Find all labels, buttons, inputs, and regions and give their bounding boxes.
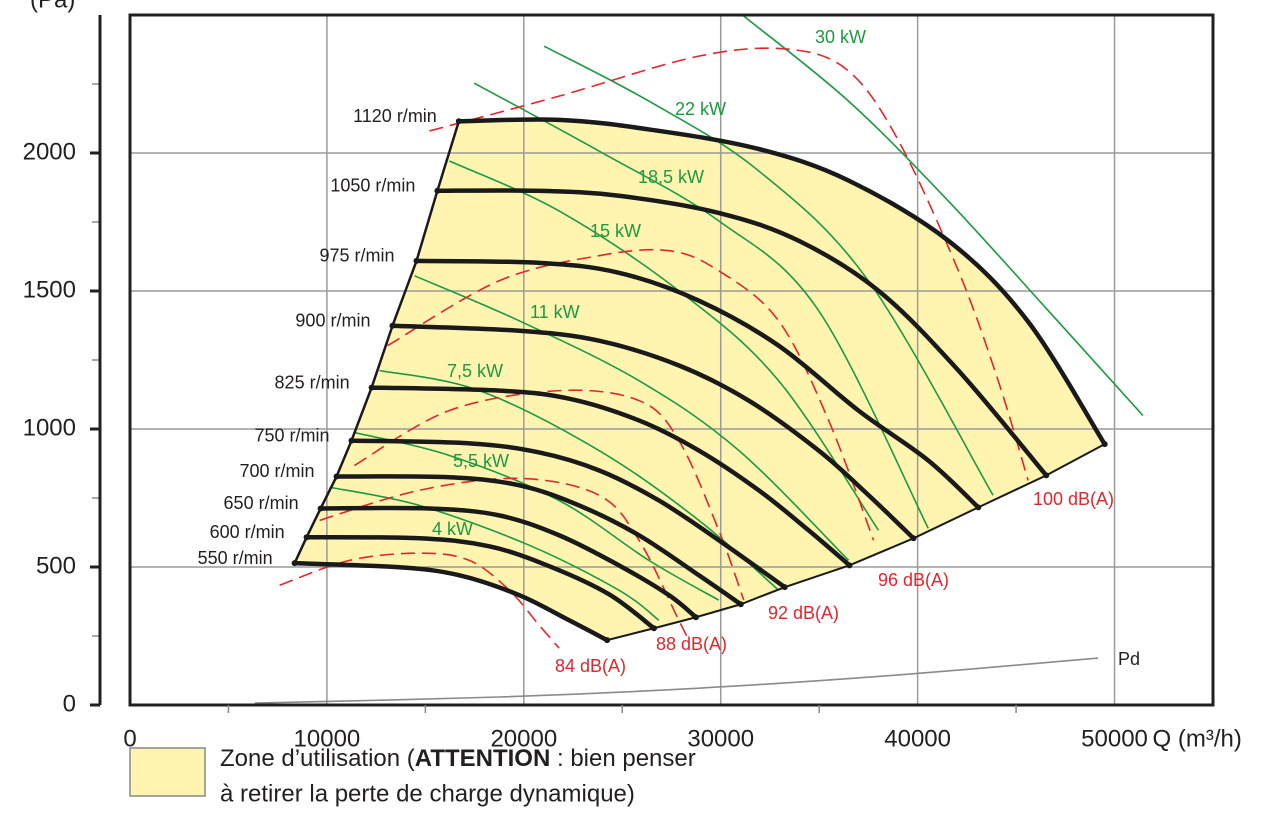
power-curve [543, 45, 994, 496]
power-label: 30 kW [815, 27, 866, 47]
speed-curve [306, 534, 656, 631]
power-label: 22 kW [675, 99, 726, 119]
speed-label: 700 r/min [240, 461, 315, 481]
noise-label: 84 dB(A) [555, 656, 626, 676]
speed-curve [416, 258, 980, 510]
curve-end [975, 504, 982, 511]
noise-label: 96 dB(A) [878, 570, 949, 590]
curve-end [413, 257, 420, 264]
x-tick-label: 50000 [1081, 725, 1148, 752]
noise-curve [319, 477, 690, 641]
zone-boundary [606, 443, 1106, 642]
pd-curve [254, 657, 1099, 704]
curve-end [604, 637, 611, 644]
noise-label: 100 dB(A) [1033, 489, 1114, 509]
curve-end [389, 322, 396, 329]
curve-end [348, 437, 355, 444]
speed-curve [371, 385, 851, 568]
x-axis-label: Q (m³/h) [1153, 725, 1242, 752]
speed-label: 650 r/min [224, 493, 299, 513]
speed-curve [294, 560, 609, 643]
curve-end [434, 187, 441, 194]
curve-end [1043, 472, 1050, 479]
y-tick-label: 500 [36, 552, 76, 579]
speed-curve [437, 188, 1048, 477]
noise-curve [354, 389, 745, 601]
y-tick-label: 1500 [23, 276, 76, 303]
power-label: 7,5 kW [447, 361, 503, 381]
curve-end [650, 625, 657, 632]
y-tick-label: 0 [63, 690, 76, 717]
plot-frame [128, 13, 1215, 707]
legend-text: Zone d’utilisation (ATTENTION : bien pen… [220, 745, 696, 772]
speed-curve [336, 474, 743, 607]
curve-end [303, 534, 310, 541]
curve-end [368, 384, 375, 391]
speed-label: 750 r/min [254, 425, 329, 445]
power-label: 5,5 kW [453, 451, 509, 471]
power-curve [414, 275, 850, 561]
speed-label: 1050 r/min [330, 176, 415, 196]
plot-area [130, 15, 1213, 705]
curve-end [781, 584, 788, 591]
speed-label: 975 r/min [319, 246, 394, 266]
curve-end [737, 601, 744, 608]
legend-part: ATTENTION [415, 745, 551, 772]
y-tick-label: 2000 [23, 138, 76, 165]
speed-curve [320, 505, 698, 619]
speed-label: 825 r/min [275, 372, 350, 392]
x-tick-label: 40000 [884, 725, 951, 752]
power-label: 18,5 kW [638, 167, 704, 187]
power-curve [743, 15, 1144, 417]
overlay: 1120 r/min 1050 r/min 975 r/min 900 r/min 82… [128, 13, 1215, 707]
curve-end [291, 560, 298, 567]
curve-end [455, 118, 462, 125]
speed-label: 900 r/min [295, 311, 370, 331]
power-label: 11 kW [530, 302, 580, 322]
noise-curve [279, 552, 560, 649]
legend-swatch [129, 747, 206, 797]
speed-label: 600 r/min [210, 522, 285, 542]
curve-end [1101, 441, 1108, 448]
legend-part: Zone d’utilisation ( [220, 745, 415, 772]
speed-curve [458, 117, 1107, 446]
power-curve [473, 82, 929, 529]
speed-curve [351, 438, 787, 589]
curve-end [910, 535, 917, 542]
curve-end [692, 614, 699, 621]
noise-label: 88 dB(A) [656, 634, 727, 654]
zone-boundary [293, 120, 461, 564]
power-curve [354, 431, 720, 601]
legend-text: à retirer la perte de charge dynamique) [220, 780, 635, 807]
usage-zone [294, 119, 1105, 641]
x-tick-label: 30000 [687, 725, 754, 752]
speed-label: 550 r/min [198, 548, 273, 568]
y-tick-label: 1000 [23, 414, 76, 441]
legend-part: : bien penser [550, 745, 695, 772]
x-tick-label: 0 [123, 725, 136, 752]
y-axis-label: (Pa) [30, 0, 75, 13]
curve-end [333, 473, 340, 480]
power-label: 15 kW [590, 221, 641, 241]
x-tick-label: 20000 [490, 725, 557, 752]
speed-label: 1120 r/min [353, 106, 437, 126]
noise-label: 92 dB(A) [768, 603, 839, 623]
curve-end [846, 562, 853, 569]
noise-curve [429, 47, 1029, 481]
speed-curve [392, 323, 916, 540]
curve-end [317, 505, 324, 512]
pd-label: Pd [1118, 649, 1140, 669]
x-tick-label: 10000 [294, 725, 361, 752]
noise-curve [387, 248, 875, 541]
power-label: 4 kW [432, 519, 473, 539]
